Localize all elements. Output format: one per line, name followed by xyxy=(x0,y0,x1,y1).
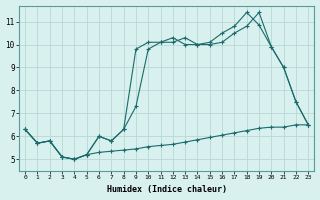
X-axis label: Humidex (Indice chaleur): Humidex (Indice chaleur) xyxy=(107,185,227,194)
